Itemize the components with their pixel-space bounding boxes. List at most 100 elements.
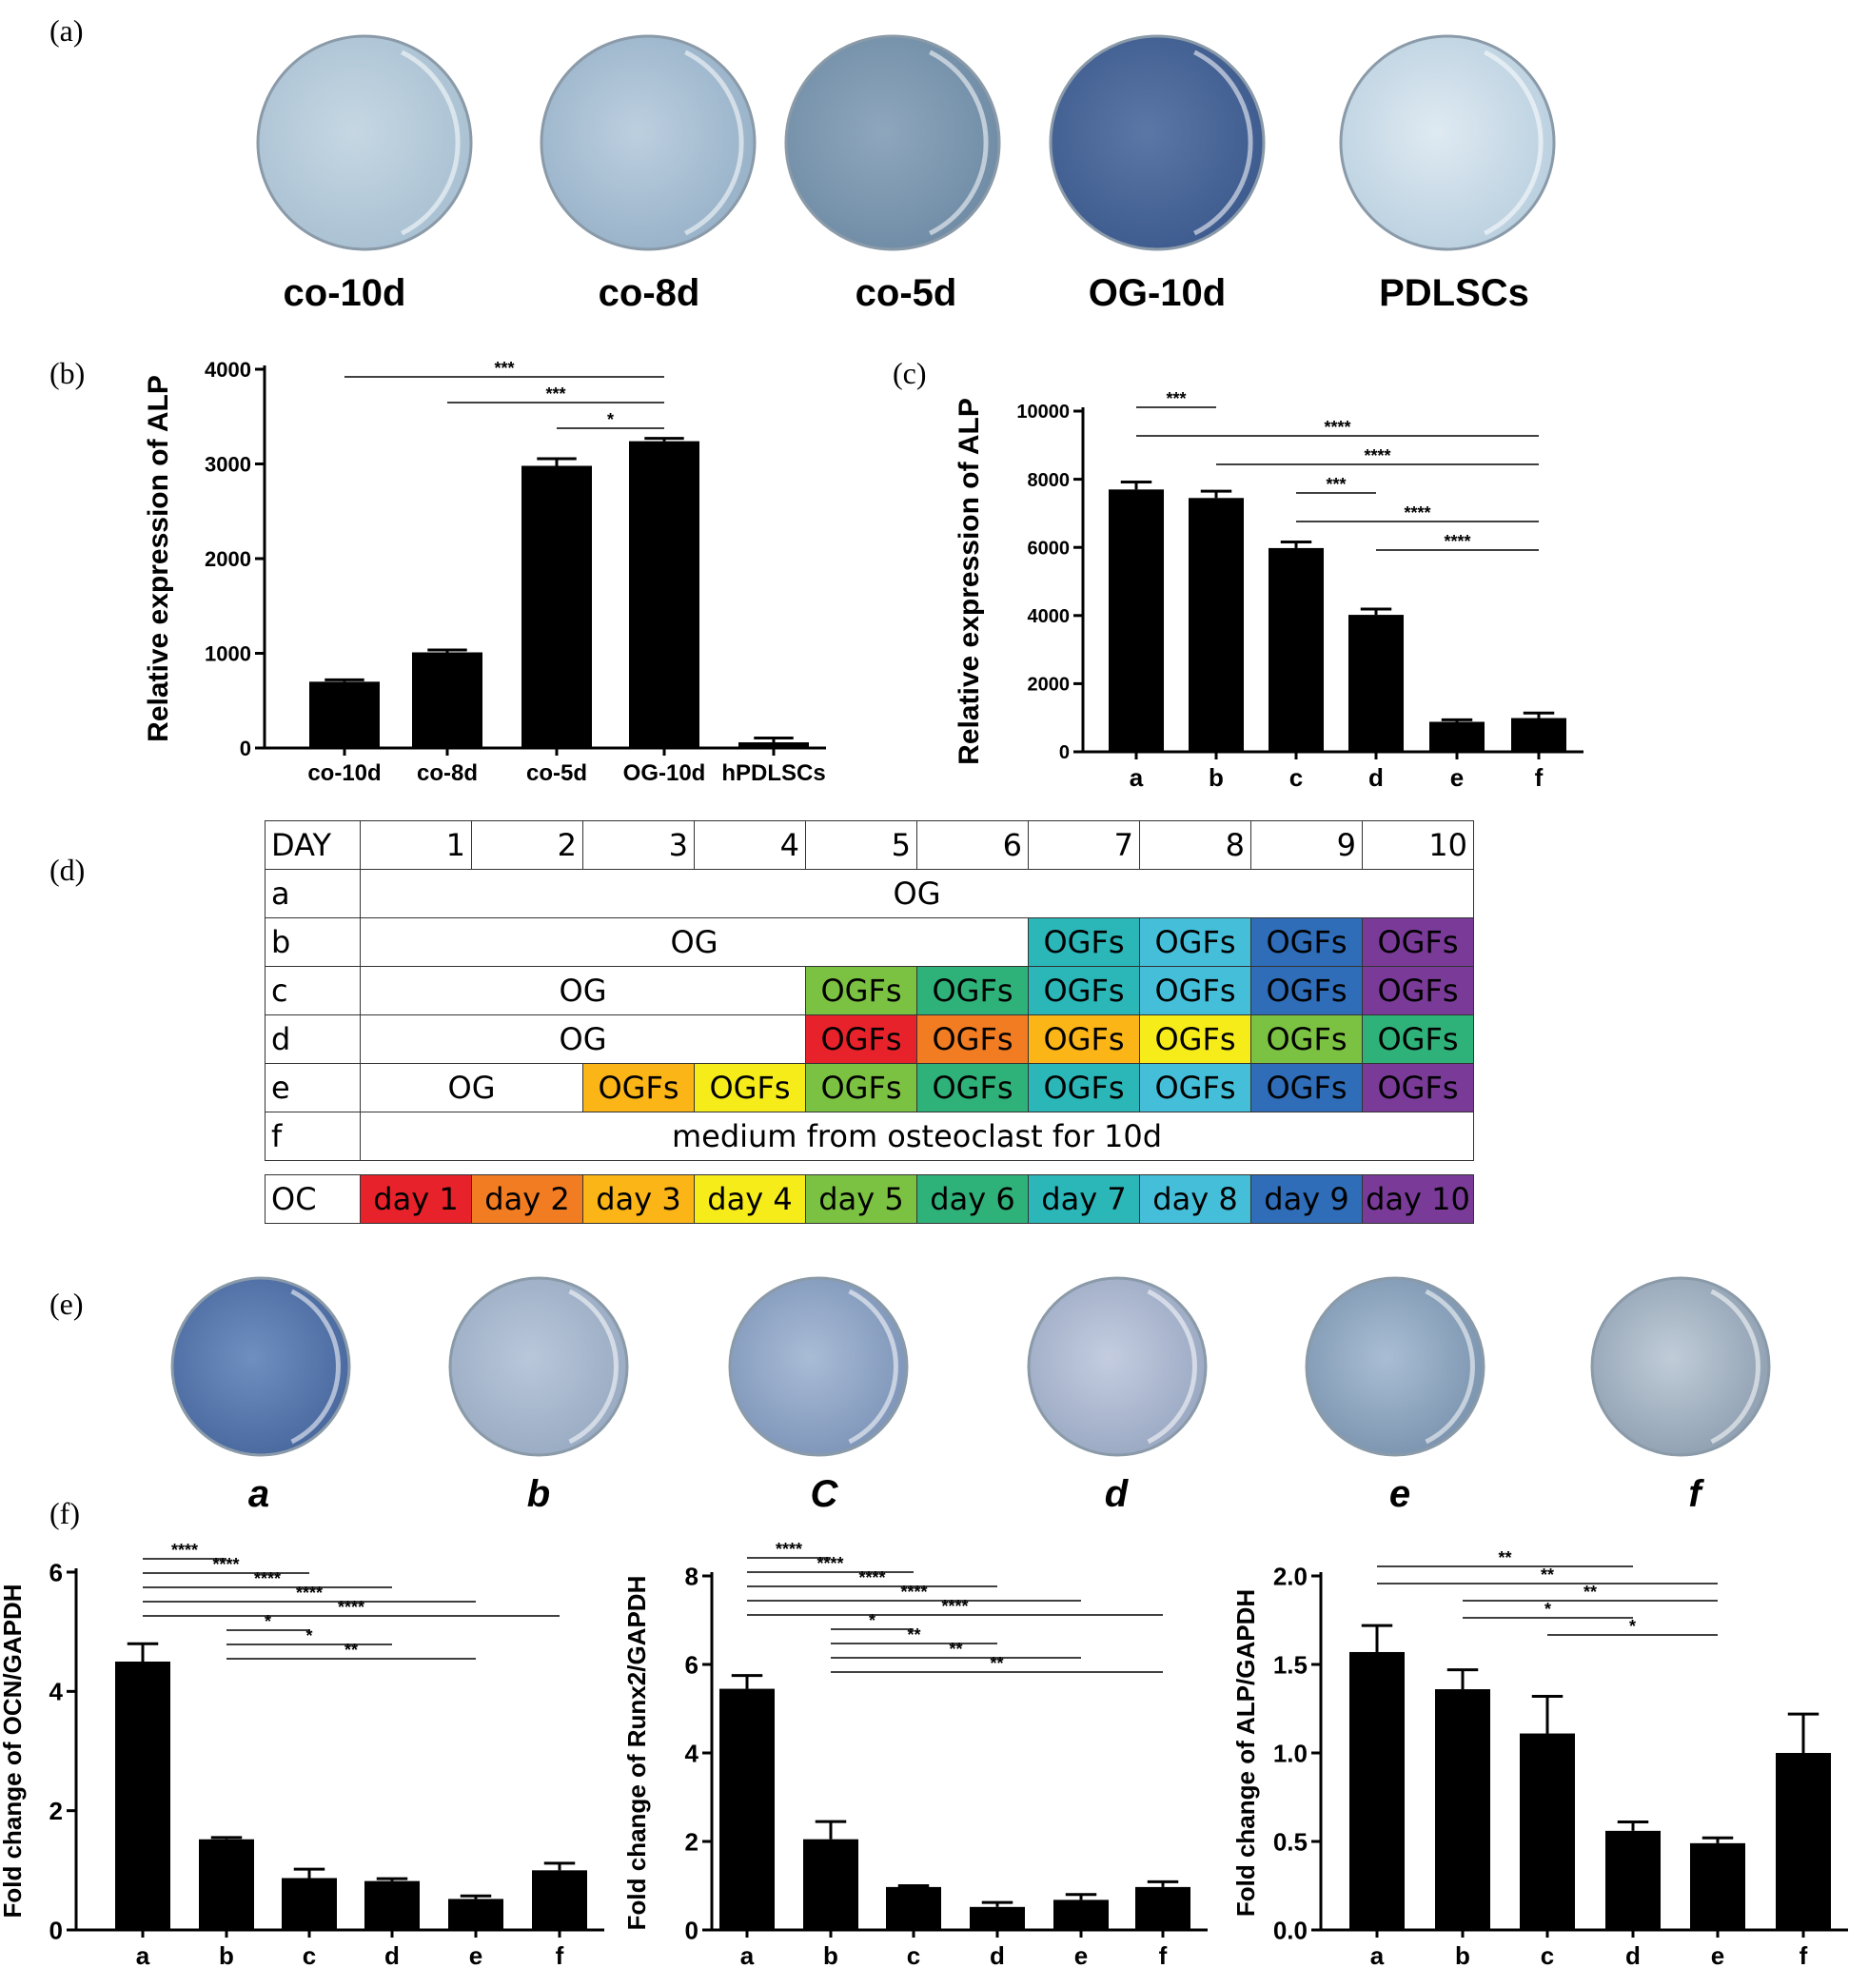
significance-label: ***	[545, 384, 565, 404]
y-tick-label: 8000	[1028, 470, 1071, 491]
significance-label: ****	[816, 1554, 843, 1573]
bar-d	[970, 1906, 1025, 1930]
a-dish-glare-1	[684, 49, 744, 236]
a-dish-glare-0	[401, 49, 461, 236]
schedule-og-cell: OG	[360, 1014, 806, 1064]
significance-label: *	[607, 410, 614, 429]
bar-e	[1053, 1899, 1109, 1930]
y-tick-label: 4000	[1028, 606, 1071, 627]
schedule-oc-row: OC day 1 day 2 day 3 day 4 day 5 day 6 day 7 day…	[265, 1174, 1474, 1224]
schedule-oc-cell: day 7	[1028, 1174, 1140, 1224]
significance-label: ****	[1444, 532, 1470, 551]
schedule-ogfs-cell: OGFs	[1250, 917, 1363, 967]
schedule-oc-cell: day 5	[805, 1174, 917, 1224]
schedule-og-cell: OG	[360, 917, 1029, 967]
a-dish-glare-3	[1193, 49, 1253, 236]
bar-b	[1189, 498, 1244, 752]
significance-label: ****	[212, 1555, 239, 1574]
a-dish-4	[1339, 34, 1556, 251]
x-tick-label: d	[1368, 763, 1384, 792]
x-tick-label: a	[1130, 763, 1144, 792]
a-dish-glare-2	[929, 49, 989, 236]
schedule-ogfs-cell: OGFs	[1028, 966, 1140, 1015]
y-tick-label: 0.0	[1273, 1916, 1308, 1944]
schedule-header-row: DAY 1 2 3 4 5 6 7 8 9 10	[265, 820, 1474, 870]
schedule-ogfs-cell: OGFs	[1250, 966, 1363, 1015]
dish-label-pdlscs: PDLSCs	[1379, 272, 1529, 314]
x-tick-label: f	[556, 1941, 564, 1970]
schedule-table: DAY 1 2 3 4 5 6 7 8 9 10 a OG b OG OGFs OGFs O…	[265, 820, 1474, 1224]
schedule-ogfs-cell: OGFs	[1139, 1014, 1251, 1064]
schedule-row-label: a	[265, 869, 361, 918]
bar-co-5d	[521, 465, 592, 748]
schedule-ogfs-cell: OGFs	[916, 966, 1029, 1015]
schedule-oc-cell: day 6	[916, 1174, 1029, 1224]
significance-label: ****	[338, 1598, 364, 1617]
x-tick-label: hPDLSCs	[721, 760, 825, 786]
panel-e-dishes	[170, 1276, 1771, 1457]
schedule-ogfs-cell: OGFs	[582, 1063, 695, 1112]
schedule-day-8: 8	[1139, 820, 1251, 870]
y-tick-label: 6	[49, 1558, 63, 1586]
x-tick-label: c	[907, 1941, 920, 1970]
dish-e-label-d: d	[1104, 1473, 1129, 1515]
schedule-og-cell: medium from osteoclast for 10d	[360, 1112, 1474, 1161]
significance-label: ****	[254, 1569, 281, 1588]
e-dish-3	[1027, 1276, 1208, 1457]
x-tick-label: co-10d	[307, 760, 381, 786]
dish-e-label-f: f	[1688, 1473, 1701, 1515]
schedule-oc-cell: day 8	[1139, 1174, 1251, 1224]
schedule-oc-label: OC	[265, 1174, 361, 1224]
panel-label-d: (d)	[49, 853, 86, 887]
schedule-ogfs-cell: OGFs	[916, 1063, 1029, 1112]
y-tick-label: 2000	[205, 547, 251, 571]
panel-label-a: (a)	[49, 13, 84, 48]
schedule-day-7: 7	[1028, 820, 1140, 870]
schedule-ogfs-cell: OGFs	[1028, 1014, 1140, 1064]
bar-e	[1690, 1842, 1745, 1930]
y-axis-label: Fold change of ALP/GAPDH	[1231, 1589, 1260, 1917]
schedule-og-cell: OG	[360, 966, 806, 1015]
significance-label: ***	[1326, 475, 1346, 494]
bar-d	[364, 1880, 420, 1930]
bar-a	[1349, 1651, 1405, 1930]
schedule-row-d: d OG OGFs OGFs OGFs OGFs OGFs OGFs	[265, 1014, 1474, 1064]
significance-label: **	[907, 1625, 920, 1644]
x-tick-label: e	[1074, 1941, 1088, 1970]
dish-label-co8d: co-8d	[598, 272, 700, 314]
x-tick-label: OG-10d	[623, 760, 706, 786]
panel-label-c: (c)	[893, 356, 927, 390]
schedule-oc-cell: day 4	[694, 1174, 806, 1224]
dish-label-co10d: co-10d	[283, 272, 406, 314]
chart-b: 0 1000 2000 3000 4000 Relative expression of …	[143, 358, 826, 786]
x-tick-label: b	[823, 1941, 838, 1970]
panel-label-e: (e)	[49, 1287, 84, 1321]
schedule-day-3: 3	[582, 820, 695, 870]
x-tick-label: e	[469, 1941, 482, 1970]
schedule-oc-cell: day 10	[1362, 1174, 1474, 1224]
schedule-ogfs-cell: OGFs	[805, 966, 917, 1015]
x-tick-label: co-8d	[417, 760, 478, 786]
y-tick-label: 1.0	[1273, 1739, 1308, 1767]
significance-label: *	[265, 1612, 271, 1631]
panel-a-dishes	[256, 34, 1556, 251]
x-tick-label: c	[1289, 763, 1303, 792]
bar-e	[448, 1899, 503, 1930]
bar-f	[532, 1870, 587, 1930]
e-dish-glare-1	[568, 1289, 619, 1445]
e-dish-glare-5	[1710, 1289, 1760, 1445]
x-tick-label: b	[1455, 1941, 1470, 1970]
y-tick-label: 0.5	[1273, 1827, 1308, 1856]
y-tick-label: 4	[685, 1739, 699, 1767]
e-dish-1	[448, 1276, 629, 1457]
schedule-ogfs-cell: OGFs	[1362, 966, 1474, 1015]
y-tick-label: 1000	[205, 641, 251, 665]
significance-label: *	[1544, 1600, 1551, 1619]
bar-c	[1269, 547, 1324, 752]
panel-label-f: (f)	[49, 1496, 80, 1530]
schedule-row-label: d	[265, 1014, 361, 1064]
y-axis-label: Fold change of Runx2/GAPDH	[622, 1576, 651, 1931]
significance-label: **	[990, 1654, 1003, 1673]
a-dish-1	[540, 34, 757, 251]
